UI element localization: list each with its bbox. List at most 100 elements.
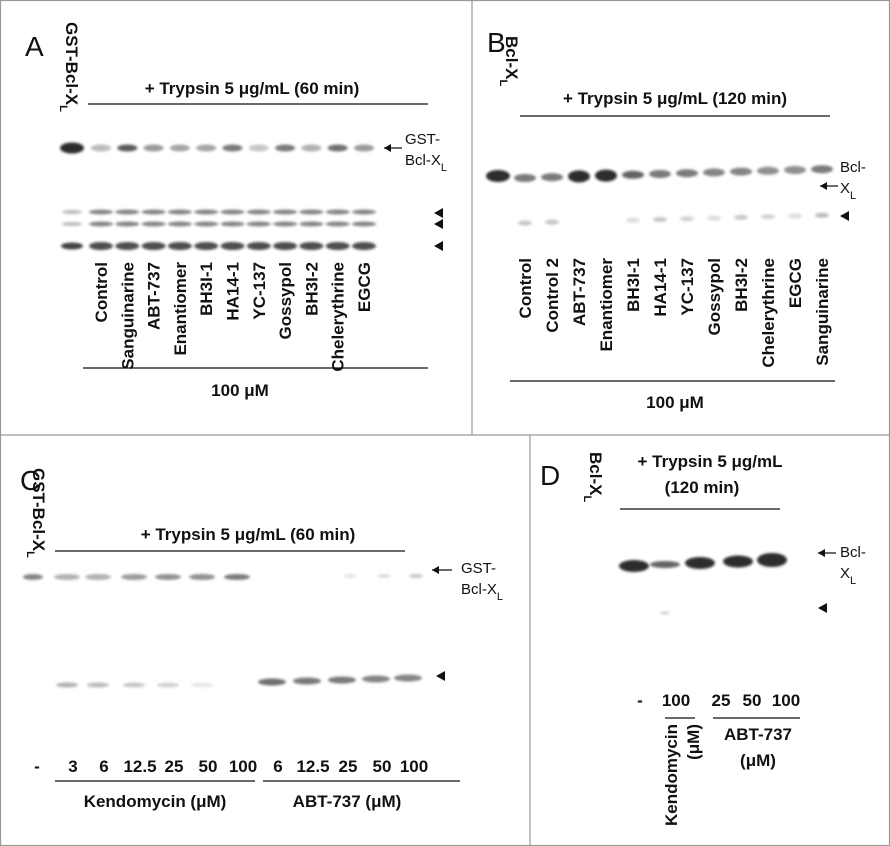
gel-band	[343, 574, 357, 578]
lane-label: 6	[273, 757, 282, 776]
text-part: Bcl-X	[586, 452, 605, 496]
lane-label: Enantiomer	[597, 258, 616, 352]
group-label: Kendomycin	[662, 724, 681, 826]
text-part: D	[540, 460, 560, 491]
gel-band	[680, 216, 694, 222]
gel-band	[61, 242, 83, 250]
gel-band	[352, 221, 376, 227]
panel-letter: D	[540, 460, 560, 491]
gel-band	[246, 242, 271, 250]
arrow-head	[432, 566, 439, 574]
text-part: Sanguinarine	[118, 262, 137, 370]
text-part: GST-	[461, 560, 496, 577]
gel-band	[730, 167, 752, 176]
text-part: 100	[772, 691, 800, 710]
gel-band	[325, 209, 350, 215]
gel-band	[660, 611, 670, 615]
text-part: C	[20, 465, 40, 496]
text-part: 100	[400, 757, 428, 776]
lane-label: 12.5	[296, 757, 329, 776]
gel-band	[595, 169, 617, 182]
gel-band	[85, 574, 111, 580]
lane-label: Control	[516, 258, 535, 318]
band-label: XL	[840, 180, 856, 202]
gel-band	[362, 675, 390, 683]
band-label: GST-	[405, 131, 440, 148]
lane-label: YC-137	[678, 258, 697, 316]
text-part: Bcl-	[840, 159, 866, 176]
gel-band	[568, 170, 590, 183]
group-label: Kendomycin (μM)	[84, 792, 227, 811]
text-part: Control	[92, 262, 111, 322]
lane-label: ABT-737	[570, 258, 589, 326]
subscript: L	[497, 79, 509, 86]
text-part: YC-137	[250, 262, 269, 320]
gel-band	[89, 242, 113, 250]
gel-band	[327, 144, 348, 152]
text-part: Control	[516, 258, 535, 318]
text-part: Kendomycin (μM)	[84, 792, 227, 811]
text-part: (μM)	[740, 751, 776, 770]
text-part: 100	[229, 757, 257, 776]
text-part: A	[25, 31, 44, 62]
text-part: 6	[273, 757, 282, 776]
text-part: 100	[662, 691, 690, 710]
group-label: (μM)	[684, 724, 703, 760]
text-part: -	[637, 691, 643, 710]
band-label: Bcl-	[840, 159, 866, 176]
gel-band	[649, 170, 671, 178]
text-part: 12.5	[296, 757, 329, 776]
lane-label: HA14-1	[224, 262, 243, 321]
text-part: 100 μM	[646, 393, 704, 412]
lane-label: 50	[199, 757, 218, 776]
gel-band	[167, 209, 192, 215]
sample-label: Bcl-XL	[497, 36, 521, 86]
text-part: Bcl-X	[405, 152, 441, 169]
gel-band	[222, 144, 243, 152]
gel-band	[220, 242, 245, 250]
gel-band	[220, 209, 245, 215]
subscript: L	[24, 551, 36, 558]
panel-letter: B	[487, 27, 506, 58]
lane-label: 3	[68, 757, 77, 776]
lane-label: Sanguinarine	[813, 258, 832, 366]
gel-band	[62, 222, 82, 226]
group-label: (μM)	[740, 751, 776, 770]
text-part: 25	[339, 757, 358, 776]
gel-band	[155, 574, 181, 580]
lane-label: 50	[743, 691, 762, 710]
text-part: Sanguinarine	[813, 258, 832, 366]
text-part: GST-Bcl-X	[29, 468, 48, 552]
lane-label: Gossypol	[705, 258, 724, 335]
subscript: L	[581, 495, 593, 502]
text-part: 50	[199, 757, 218, 776]
gel-band	[377, 574, 391, 578]
gel-band	[734, 214, 748, 220]
gel-band	[626, 217, 640, 223]
lane-label: 25	[339, 757, 358, 776]
text-part: X	[840, 565, 850, 582]
text-part: EGCG	[355, 262, 374, 312]
gel-band	[60, 142, 84, 154]
gel-band	[62, 210, 82, 214]
subscript: L	[850, 190, 856, 202]
lane-label: BH3I-2	[302, 262, 321, 316]
gel-band	[394, 674, 422, 682]
treatment: + Trypsin 5 μg/mL (60 min)	[145, 79, 360, 98]
gel-band	[788, 213, 802, 219]
text-part: BH3I-1	[197, 262, 216, 316]
text-part: ABT-737	[570, 258, 589, 326]
lane-label: YC-137	[250, 262, 269, 320]
gel-band	[676, 169, 698, 178]
gel-band	[354, 144, 374, 152]
gel-band	[248, 144, 269, 152]
lane-label: Chelerythrine	[759, 258, 778, 368]
treatment: + Trypsin 5 μg/mL (120 min)	[563, 89, 787, 108]
panel-letter: C	[20, 465, 40, 496]
sample-label: Bcl-XL	[581, 452, 605, 502]
gel-band	[87, 682, 109, 688]
lane-label: HA14-1	[651, 258, 670, 317]
gel-band	[328, 676, 356, 684]
gel-band	[703, 168, 725, 177]
arrowhead-marker	[818, 603, 827, 613]
